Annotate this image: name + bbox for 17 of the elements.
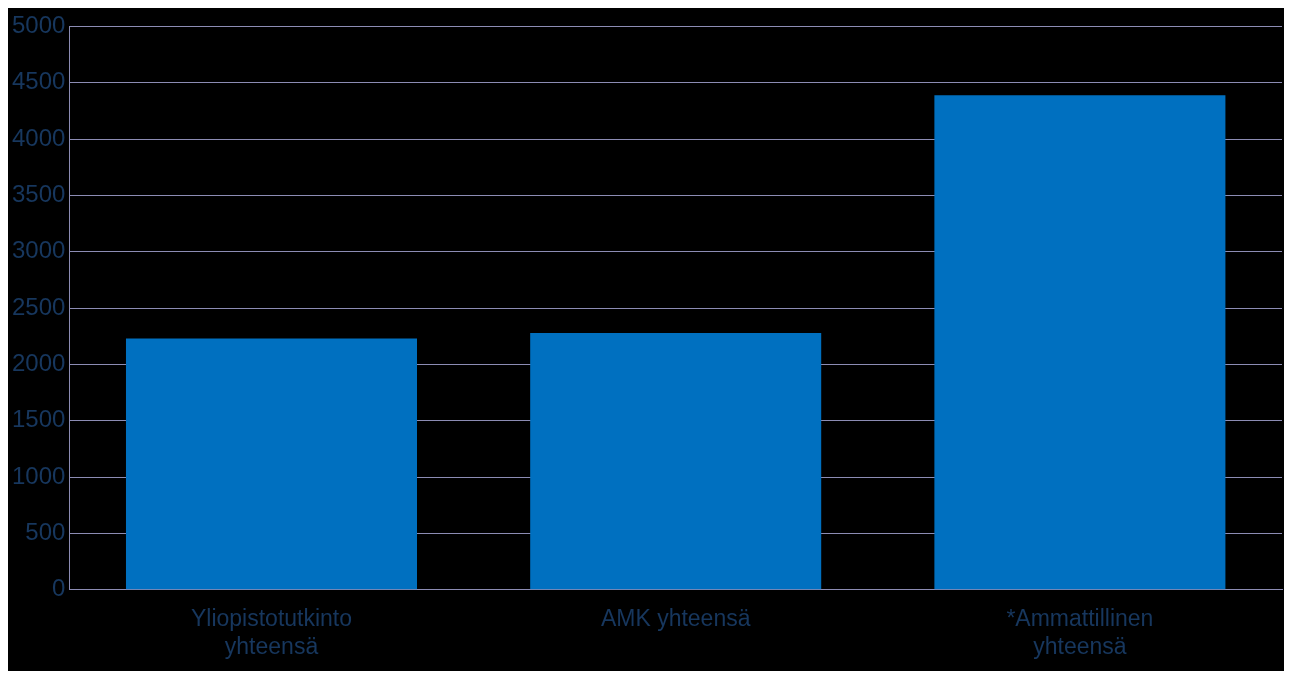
bar bbox=[530, 332, 822, 590]
bar bbox=[125, 338, 418, 590]
y-tick-label: 2000 bbox=[12, 349, 66, 377]
y-tick-label: 3000 bbox=[12, 236, 66, 264]
y-tick-label: 0 bbox=[52, 574, 66, 602]
y-tick-label: 4500 bbox=[12, 67, 66, 95]
y-tick-label: 1000 bbox=[12, 461, 66, 489]
y-tick-label: 500 bbox=[25, 518, 66, 546]
x-tick-label: Yliopistotutkinto yhteensä bbox=[190, 604, 353, 659]
y-tick-label: 1500 bbox=[12, 405, 66, 433]
y-tick-label: 2500 bbox=[12, 292, 66, 320]
y-tick-label: 5000 bbox=[12, 11, 66, 39]
y-tick-label: 3500 bbox=[12, 180, 66, 208]
x-tick-label: AMK yhteensä bbox=[600, 604, 751, 631]
bar bbox=[934, 95, 1226, 590]
x-tick-label: *Ammattillinen yhteensä bbox=[1006, 604, 1154, 659]
y-tick-label: 4000 bbox=[12, 123, 66, 151]
